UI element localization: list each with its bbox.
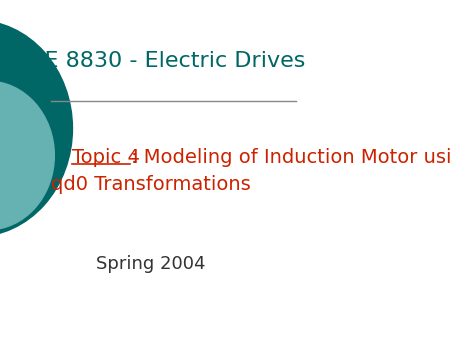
Circle shape (0, 81, 54, 230)
Text: qd0 Transformations: qd0 Transformations (51, 175, 251, 194)
Text: ECE 8830 - Electric Drives: ECE 8830 - Electric Drives (15, 51, 305, 71)
Circle shape (0, 20, 72, 237)
Text: Topic 4: Topic 4 (72, 148, 140, 167)
Text: Spring 2004: Spring 2004 (96, 255, 206, 273)
Text: : Modeling of Induction Motor using: : Modeling of Induction Motor using (131, 148, 450, 167)
